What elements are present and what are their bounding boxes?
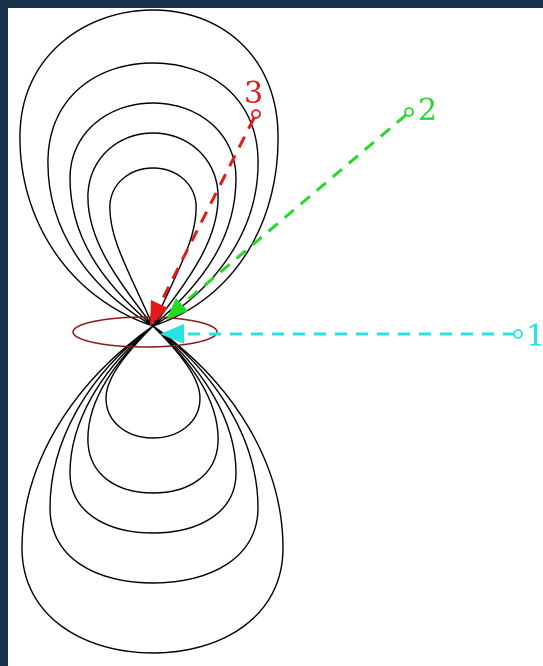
dipole-field-diagram: 1 2 3 xyxy=(19,9,543,654)
field-line-lower-5 xyxy=(21,325,284,654)
field-line-upper-4 xyxy=(47,62,259,327)
path-2 xyxy=(166,107,414,320)
field-line-lower-2 xyxy=(87,325,219,494)
field-line-upper-3 xyxy=(69,102,237,327)
path-2-start-circle xyxy=(404,107,414,117)
lower-field-lines xyxy=(21,325,284,654)
field-line-upper-2 xyxy=(87,132,219,328)
path-1-arrowhead xyxy=(160,324,184,344)
field-line-upper-5 xyxy=(19,9,279,327)
upper-field-lines xyxy=(19,9,279,328)
marker-label-3: 3 xyxy=(244,76,263,111)
marker-label-2: 2 xyxy=(418,93,437,128)
current-ring xyxy=(72,316,218,348)
path-1 xyxy=(160,324,523,344)
path-1-start-circle xyxy=(513,329,523,339)
marker-label-1: 1 xyxy=(526,319,543,354)
path-3-line xyxy=(158,117,256,305)
field-line-lower-4 xyxy=(49,325,259,584)
diagram-frame: 1 2 3 xyxy=(8,8,543,666)
path-2-arrowhead xyxy=(166,298,188,320)
path-2-line xyxy=(177,113,407,310)
path-3-arrowhead xyxy=(150,300,168,326)
path-3-start-circle xyxy=(251,109,261,119)
field-line-lower-3 xyxy=(69,325,237,534)
field-line-upper-1 xyxy=(109,167,197,328)
path-3 xyxy=(150,109,261,326)
field-line-lower-1 xyxy=(105,325,201,439)
